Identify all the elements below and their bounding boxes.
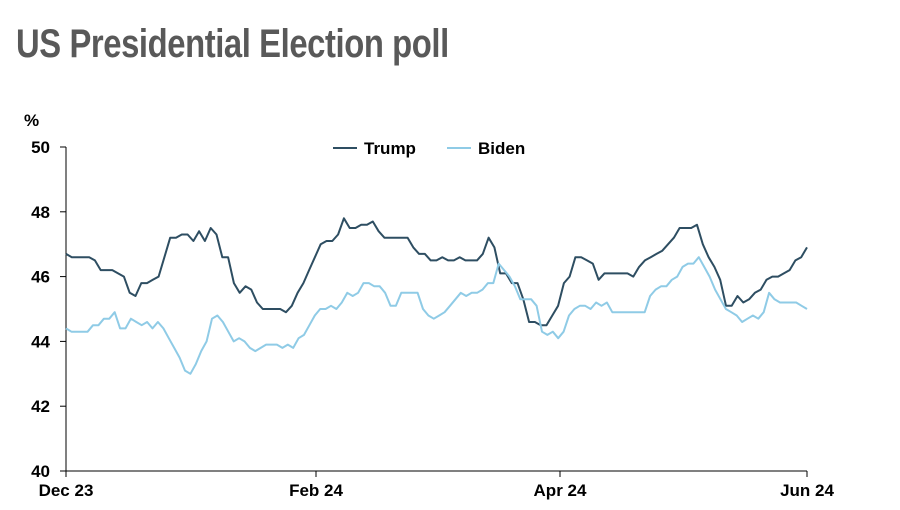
x-tick-label: Jun 24: [780, 481, 834, 500]
legend-label-biden: Biden: [478, 139, 525, 158]
x-tick-label: Apr 24: [534, 481, 587, 500]
series-line-biden: [65, 256, 808, 375]
series-lines: [65, 217, 808, 375]
series-line-trump: [65, 217, 808, 327]
legend-label-trump: Trump: [364, 139, 416, 158]
y-tick-label: 44: [31, 332, 50, 351]
y-tick-label: 50: [31, 138, 50, 157]
legend: Trump Biden: [333, 139, 525, 158]
y-tick-label: 42: [31, 397, 50, 416]
axes: % 40 42 44 46 48 50 Dec 23 Feb 24 Apr 24 Jun 24: [24, 111, 834, 500]
chart-title: US Presidential Election poll: [16, 22, 449, 66]
x-tick-label: Feb 24: [289, 481, 343, 500]
y-tick-label: 40: [31, 462, 50, 481]
y-tick-label: 46: [31, 268, 50, 287]
x-tick-label: Dec 23: [39, 481, 94, 500]
y-axis-unit-label: %: [24, 111, 39, 130]
y-tick-label: 48: [31, 203, 50, 222]
